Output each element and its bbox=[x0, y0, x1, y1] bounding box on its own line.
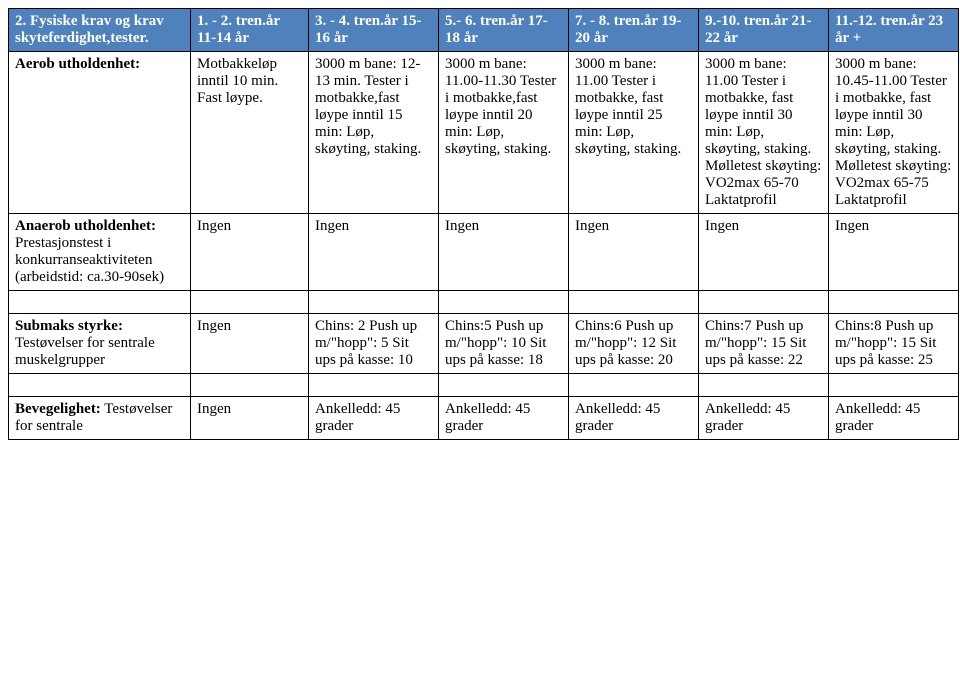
header-cell: 3. - 4. tren.år 15-16 år bbox=[309, 9, 439, 52]
header-cell: 9.-10. tren.år 21-22 år bbox=[699, 9, 829, 52]
table-header-row: 2. Fysiske krav og krav skyteferdighet,t… bbox=[9, 9, 959, 52]
data-cell: Ingen bbox=[699, 214, 829, 291]
row-label-cell: Aerob utholdenhet: bbox=[9, 52, 191, 214]
data-cell: Ankelledd: 45 grader bbox=[309, 397, 439, 440]
data-cell: Ankelledd: 45 grader bbox=[569, 397, 699, 440]
data-cell: 3000 m bane: 11.00 Tester i motbakke, fa… bbox=[699, 52, 829, 214]
row-sublabel: Prestasjonstest i konkurranseaktiviteten… bbox=[15, 235, 164, 285]
data-cell: 3000 m bane: 12-13 min. Tester i motbakk… bbox=[309, 52, 439, 214]
data-cell: Ingen bbox=[829, 214, 959, 291]
data-cell: Ingen bbox=[569, 214, 699, 291]
data-cell: Ingen bbox=[191, 397, 309, 440]
data-cell: Chins:8 Push up m/"hopp": 15 Sit ups på … bbox=[829, 314, 959, 374]
row-label: Anaerob utholdenhet: bbox=[15, 218, 156, 234]
header-cell: 1. - 2. tren.år 11-14 år bbox=[191, 9, 309, 52]
section-gap bbox=[9, 374, 959, 397]
row-label: Submaks styrke: bbox=[15, 318, 123, 334]
data-cell: Ankelledd: 45 grader bbox=[829, 397, 959, 440]
table-row: Bevegelighet: Testøvelser for sentrale I… bbox=[9, 397, 959, 440]
data-cell: Ingen bbox=[309, 214, 439, 291]
data-cell: Ingen bbox=[191, 214, 309, 291]
table-row: Submaks styrke: Testøvelser for sentrale… bbox=[9, 314, 959, 374]
row-label-cell: Anaerob utholdenhet: Prestasjonstest i k… bbox=[9, 214, 191, 291]
data-cell: 3000 m bane: 10.45-11.00 Tester i motbak… bbox=[829, 52, 959, 214]
header-cell: 7. - 8. tren.år 19-20 år bbox=[569, 9, 699, 52]
row-sublabel: Testøvelser for sentrale muskelgrupper bbox=[15, 335, 155, 368]
data-cell: Chins:6 Push up m/"hopp": 12 Sit ups på … bbox=[569, 314, 699, 374]
data-cell: 3000 m bane: 11.00-11.30 Tester i motbak… bbox=[439, 52, 569, 214]
row-label: Bevegelighet: bbox=[15, 401, 101, 417]
header-cell: 2. Fysiske krav og krav skyteferdighet,t… bbox=[9, 9, 191, 52]
data-cell: Chins: 2 Push up m/"hopp": 5 Sit ups på … bbox=[309, 314, 439, 374]
data-cell: Ingen bbox=[191, 314, 309, 374]
table-row: Aerob utholdenhet: Motbakkeløp inntil 10… bbox=[9, 52, 959, 214]
data-cell: Ankelledd: 45 grader bbox=[699, 397, 829, 440]
data-cell: Chins:5 Push up m/"hopp": 10 Sit ups på … bbox=[439, 314, 569, 374]
header-cell: 11.-12. tren.år 23 år + bbox=[829, 9, 959, 52]
training-requirements-table: 2. Fysiske krav og krav skyteferdighet,t… bbox=[8, 8, 959, 440]
data-cell: Chins:7 Push up m/"hopp": 15 Sit ups på … bbox=[699, 314, 829, 374]
data-cell: Ingen bbox=[439, 214, 569, 291]
table-row: Anaerob utholdenhet: Prestasjonstest i k… bbox=[9, 214, 959, 291]
header-cell: 5.- 6. tren.år 17-18 år bbox=[439, 9, 569, 52]
row-label-cell: Bevegelighet: Testøvelser for sentrale bbox=[9, 397, 191, 440]
row-label: Aerob utholdenhet: bbox=[15, 56, 140, 72]
section-gap bbox=[9, 291, 959, 314]
data-cell: 3000 m bane: 11.00 Tester i motbakke, fa… bbox=[569, 52, 699, 214]
data-cell: Ankelledd: 45 grader bbox=[439, 397, 569, 440]
data-cell: Motbakkeløp inntil 10 min. Fast løype. bbox=[191, 52, 309, 214]
row-label-cell: Submaks styrke: Testøvelser for sentrale… bbox=[9, 314, 191, 374]
